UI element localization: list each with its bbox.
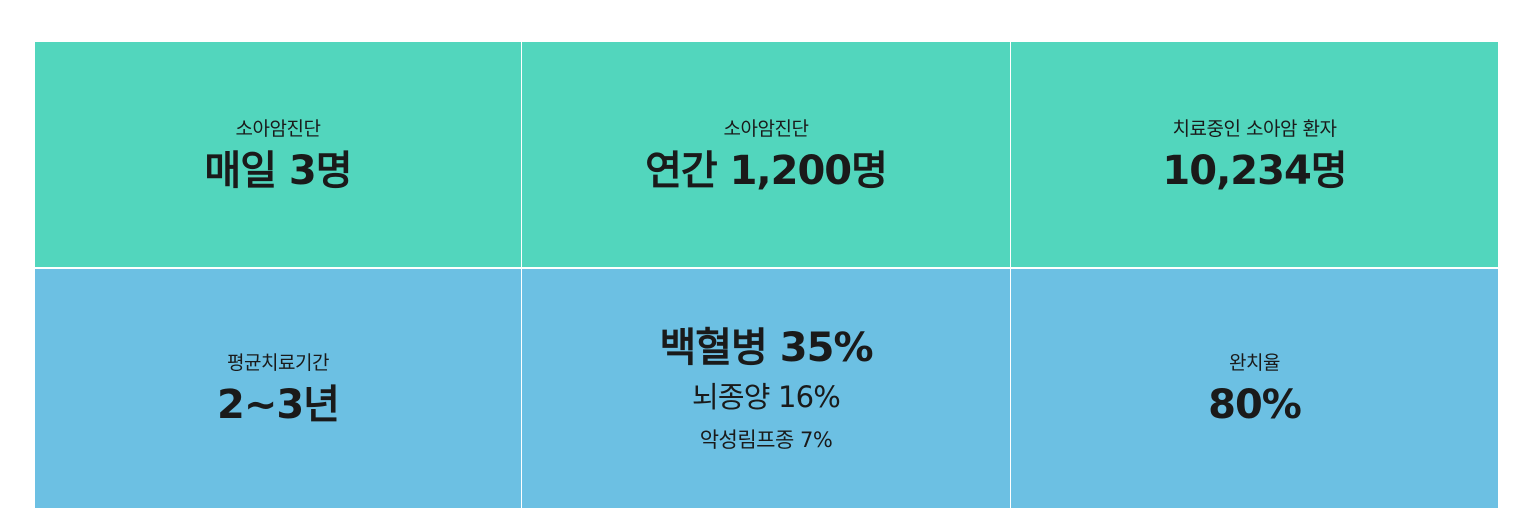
stat-value: 2~3년 bbox=[217, 382, 340, 428]
stats-grid: 소아암진단 매일 3명 소아암진단 연간 1,200명 치료중인 소아암 환자 … bbox=[35, 42, 1498, 508]
stat-cure-rate: 완치율 80% bbox=[1011, 269, 1498, 508]
stat-label: 소아암진단 bbox=[723, 118, 809, 140]
stat-value: 80% bbox=[1208, 382, 1302, 428]
stat-value: 연간 1,200명 bbox=[645, 148, 888, 194]
stat-label: 평균치료기간 bbox=[227, 352, 329, 374]
breakdown-leukemia: 백혈병 35% bbox=[659, 324, 873, 371]
breakdown-lymphoma: 악성림프종 7% bbox=[699, 428, 833, 453]
stat-label: 치료중인 소아암 환자 bbox=[1172, 118, 1337, 140]
stat-label: 소아암진단 bbox=[235, 118, 321, 140]
stat-value: 매일 3명 bbox=[204, 148, 352, 194]
stat-annual-diagnosis: 소아암진단 연간 1,200명 bbox=[522, 42, 1010, 267]
stat-average-treatment-period: 평균치료기간 2~3년 bbox=[35, 269, 521, 508]
stat-cancer-type-breakdown: 백혈병 35% 뇌종양 16% 악성림프종 7% bbox=[522, 269, 1010, 508]
stat-patients-in-treatment: 치료중인 소아암 환자 10,234명 bbox=[1011, 42, 1498, 267]
stat-value: 10,234명 bbox=[1162, 148, 1347, 194]
stat-label: 완치율 bbox=[1229, 352, 1280, 374]
stat-daily-diagnosis: 소아암진단 매일 3명 bbox=[35, 42, 521, 267]
breakdown-brain-tumor: 뇌종양 16% bbox=[691, 379, 841, 414]
